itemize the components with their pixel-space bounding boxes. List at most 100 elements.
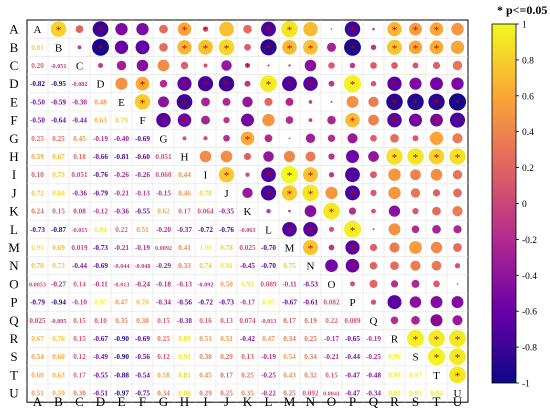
corr-value-label: 0.15 <box>73 317 86 325</box>
corr-circle <box>243 152 252 161</box>
corr-circle <box>262 113 275 127</box>
significance-star: * <box>434 97 440 109</box>
corr-circle <box>370 80 377 87</box>
diagonal-label: K <box>244 206 252 218</box>
colorbar-tick-label: -0.8 <box>522 344 537 354</box>
diagonal-label: C <box>76 61 83 73</box>
corr-value-label: -0.015 <box>72 227 88 234</box>
corr-value-label: 0.0041 <box>323 391 340 398</box>
corr-value-label: 0.46 <box>178 189 191 197</box>
corr-value-label: 0.81 <box>178 371 191 379</box>
significance-star: * <box>98 25 104 37</box>
corr-value-label: 0.12 <box>157 353 170 361</box>
corr-circle <box>50 21 67 37</box>
corr-circle <box>368 96 379 108</box>
corr-circle <box>305 133 316 143</box>
corr-circle <box>304 205 317 217</box>
colorbar-tick-label: 0.2 <box>522 164 534 174</box>
corr-circle <box>451 296 464 309</box>
significance-star: * <box>434 116 440 128</box>
corr-value-label: 0.17 <box>178 208 191 216</box>
corr-circle <box>449 148 466 165</box>
corr-value-label: 0.38 <box>199 353 212 361</box>
corr-circle <box>328 244 335 251</box>
corr-value-label: 0.25 <box>220 390 233 398</box>
corr-value-label: 0.25 <box>283 390 296 398</box>
corr-value-label: 0.0053 <box>29 281 46 288</box>
corr-value-label: 0.15 <box>325 371 338 379</box>
corr-value-label: -0.53 <box>303 280 318 288</box>
corr-value-label: 0.060 <box>155 171 172 179</box>
corr-circle <box>285 116 294 124</box>
corr-circle <box>388 223 401 236</box>
significance-star: * <box>266 25 272 37</box>
x-tick-label: K <box>243 394 253 409</box>
corr-value-label: 0.025 <box>239 244 256 252</box>
corr-value-label: -0.56 <box>177 299 192 307</box>
corr-circle <box>260 39 277 56</box>
corr-circle <box>409 241 422 254</box>
significance-star: * <box>308 225 314 237</box>
corr-circle <box>288 209 291 213</box>
corr-value-label: -0.10 <box>72 299 87 307</box>
significance-star: * <box>56 25 62 37</box>
corr-circle <box>177 113 192 127</box>
corr-circle <box>288 137 291 140</box>
corr-value-label: -0.19 <box>261 353 276 361</box>
corr-circle <box>325 186 338 200</box>
corr-value-label: 0.24 <box>31 208 44 216</box>
corr-value-label: 0.25 <box>304 335 317 343</box>
corr-circle <box>136 59 149 72</box>
significance-star: * <box>392 79 398 91</box>
corr-circle <box>430 314 443 327</box>
significance-star: * <box>308 43 314 55</box>
corr-value-label: 0.15 <box>157 317 170 325</box>
significance-star: * <box>224 170 230 182</box>
axis-labels: AABBCCDDEEFFGGHHIIJJKKLLMMNNOOPPQQRRSSTT… <box>8 22 463 409</box>
corr-circle <box>330 28 333 30</box>
corr-circle <box>182 136 187 141</box>
corr-circle <box>390 280 399 288</box>
corr-value-label: 0.35 <box>241 390 254 398</box>
corr-circle <box>220 150 233 163</box>
corr-value-label: 0.50 <box>220 280 233 288</box>
corr-circle <box>308 100 313 104</box>
diagonal-label: N <box>307 261 315 273</box>
significance-star: * <box>434 43 440 55</box>
diagonal-label: L <box>265 224 272 236</box>
corr-circle <box>430 77 443 91</box>
corr-circle <box>452 170 463 180</box>
corr-circle <box>92 38 109 56</box>
corr-circle <box>428 330 445 347</box>
significance-star: * <box>161 116 167 128</box>
corr-circle <box>303 39 318 55</box>
corr-circle <box>302 184 319 202</box>
corr-circle <box>429 131 444 145</box>
corr-circle <box>412 62 419 69</box>
corr-circle <box>430 296 443 309</box>
corr-value-label: -0.21 <box>114 189 129 197</box>
colorbar-tick-label: -0.6 <box>522 308 537 318</box>
corr-value-label: -0.44 <box>72 117 87 125</box>
corr-value-label: -0.50 <box>30 117 45 125</box>
diagonal-label: F <box>139 115 145 127</box>
x-tick-label: D <box>96 394 105 409</box>
corr-value-label: 0.30 <box>73 390 86 398</box>
corr-value-label: 0.67 <box>31 335 44 343</box>
corr-value-label: 0.59 <box>31 153 44 161</box>
corr-circle <box>198 39 213 55</box>
corr-value-label: 0.019 <box>71 244 88 252</box>
corr-value-label: -0.17 <box>240 299 255 307</box>
corr-circle <box>452 205 463 217</box>
corr-circle <box>408 113 423 127</box>
corr-circle <box>159 24 168 34</box>
corr-circle <box>327 134 336 142</box>
x-tick-label: J <box>224 394 229 409</box>
significance-star: * <box>455 334 461 346</box>
y-tick-label: N <box>9 258 19 273</box>
corr-circle <box>369 243 378 252</box>
corr-value-label: 0.34 <box>157 390 170 398</box>
corr-value-label: -0.19 <box>366 335 381 343</box>
corr-value-label: -0.64 <box>51 117 66 125</box>
significance-star: * <box>182 25 188 37</box>
